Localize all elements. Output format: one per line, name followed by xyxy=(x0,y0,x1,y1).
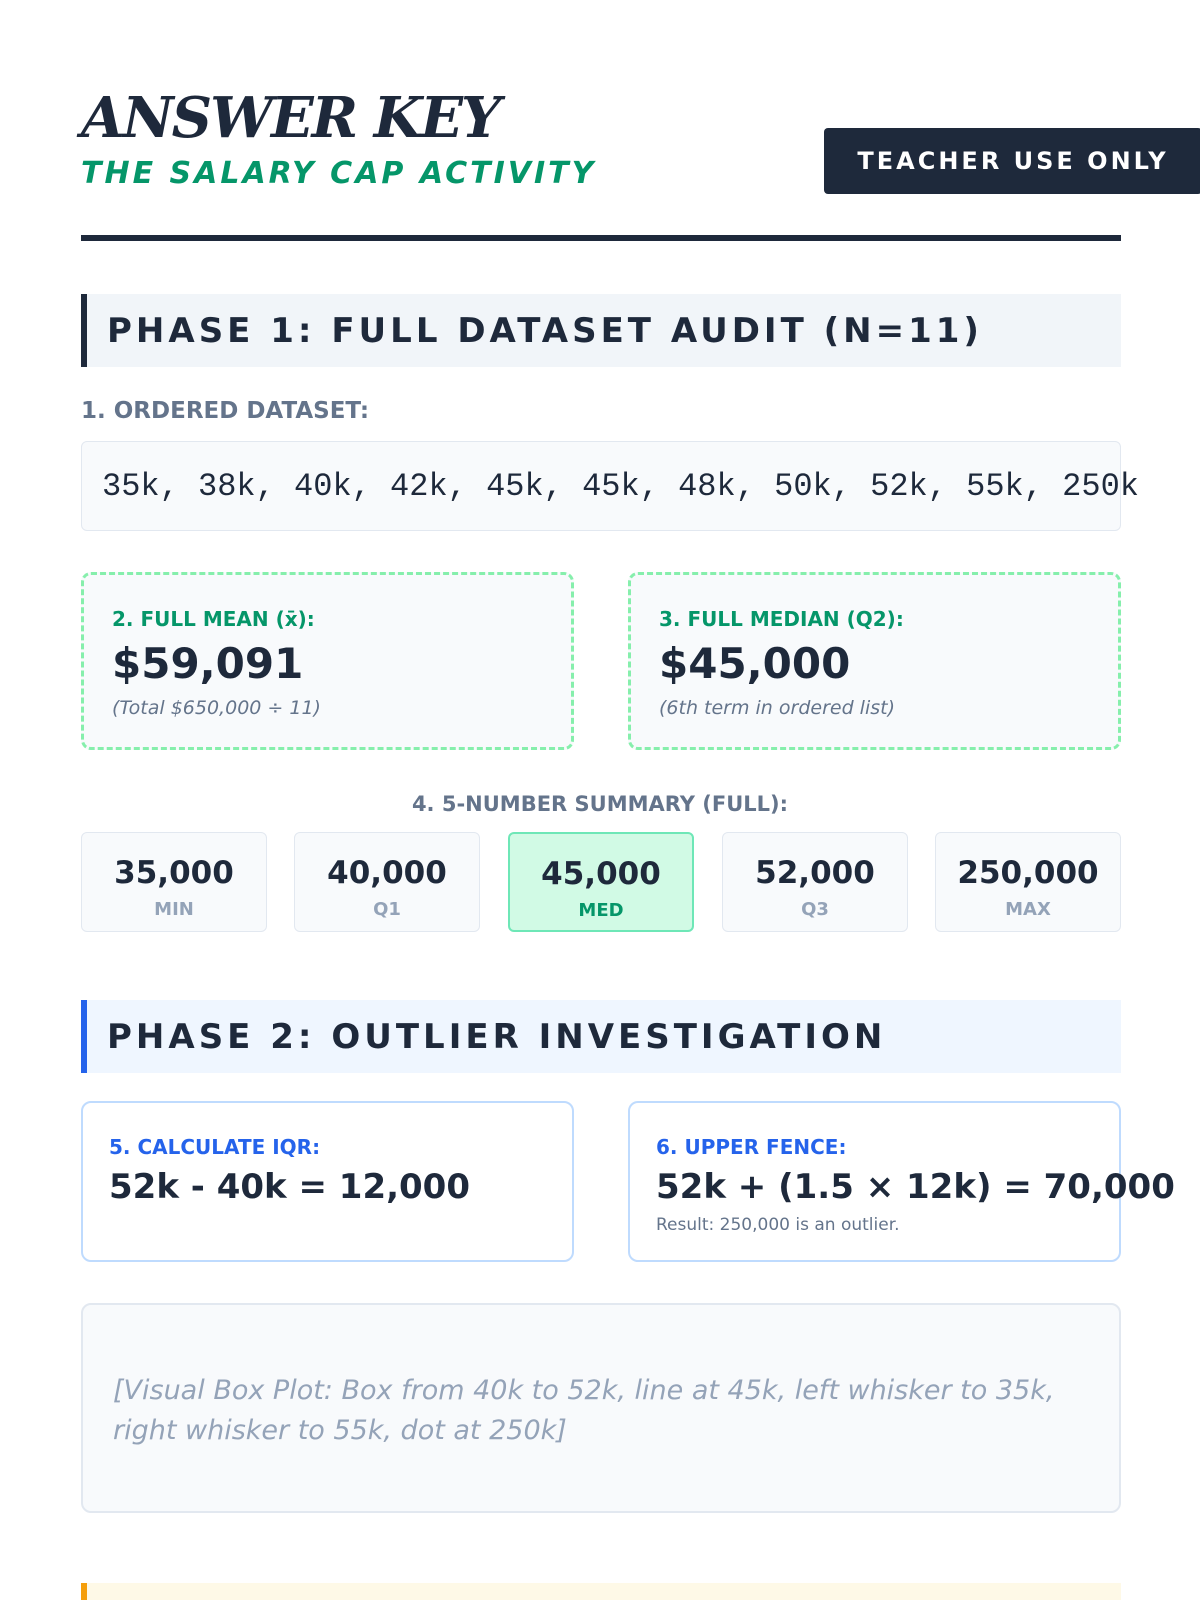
full-median-value: $45,000 xyxy=(659,639,851,688)
summary-median: 45,000 MED xyxy=(508,832,694,932)
upper-fence-result: Result: 250,000 is an outlier. xyxy=(656,1215,900,1235)
ordered-dataset-label: 1. ORDERED DATASET: xyxy=(81,398,370,424)
teacher-use-badge: TEACHER USE ONLY xyxy=(824,128,1200,194)
iqr-card: 5. CALCULATE IQR: 52k - 40k = 12,000 xyxy=(81,1101,574,1262)
summary-max-label: MAX xyxy=(1005,899,1051,920)
full-mean-note: (Total $650,000 ÷ 11) xyxy=(112,697,321,719)
summary-q1-label: Q1 xyxy=(373,899,401,920)
page-subtitle: THE SALARY CAP ACTIVITY xyxy=(81,156,597,191)
summary-q3-label: Q3 xyxy=(801,899,829,920)
ordered-dataset: 35k, 38k, 40k, 42k, 45k, 45k, 48k, 50k, … xyxy=(81,441,1139,531)
full-median-card: 3. FULL MEDIAN (Q2): $45,000 (6th term i… xyxy=(628,572,1121,750)
full-mean-label: 2. FULL MEAN (x̄): xyxy=(112,607,315,631)
summary-min-label: MIN xyxy=(154,899,194,920)
summary-q3-value: 52,000 xyxy=(755,855,875,891)
summary-max: 250,000 MAX xyxy=(935,832,1121,932)
summary-max-value: 250,000 xyxy=(957,855,1099,891)
full-median-label: 3. FULL MEDIAN (Q2): xyxy=(659,607,904,631)
summary-q1-value: 40,000 xyxy=(327,855,447,891)
summary-median-value: 45,000 xyxy=(541,856,661,892)
upper-fence-value: 52k + (1.5 × 12k) = 70,000 xyxy=(656,1167,1175,1207)
summary-median-label: MED xyxy=(578,900,624,921)
phase2-heading: PHASE 2: OUTLIER INVESTIGATION xyxy=(81,1000,1121,1073)
upper-fence-card: 6. UPPER FENCE: 52k + (1.5 × 12k) = 70,0… xyxy=(628,1101,1175,1262)
full-median-note: (6th term in ordered list) xyxy=(659,697,895,719)
five-number-summary-label: 4. 5-NUMBER SUMMARY (FULL): xyxy=(411,792,789,816)
box-plot-placeholder: [Visual Box Plot: Box from 40k to 52k, l… xyxy=(81,1303,1121,1513)
phase3-heading-partial xyxy=(81,1583,1121,1600)
full-mean-value: $59,091 xyxy=(112,639,304,688)
phase1-heading: PHASE 1: FULL DATASET AUDIT (N=11) xyxy=(81,294,1121,367)
header-divider xyxy=(81,235,1121,241)
iqr-label: 5. CALCULATE IQR: xyxy=(109,1135,321,1159)
upper-fence-label: 6. UPPER FENCE: xyxy=(656,1135,847,1159)
summary-min-value: 35,000 xyxy=(114,855,234,891)
summary-q1: 40,000 Q1 xyxy=(294,832,480,932)
full-mean-card: 2. FULL MEAN (x̄): $59,091 (Total $650,0… xyxy=(81,572,574,750)
summary-q3: 52,000 Q3 xyxy=(722,832,908,932)
page-header: ANSWER KEY THE SALARY CAP ACTIVITY TEACH… xyxy=(81,85,1200,194)
page-title: ANSWER KEY xyxy=(81,85,501,151)
iqr-value: 52k - 40k = 12,000 xyxy=(109,1167,471,1207)
summary-min: 35,000 MIN xyxy=(81,832,267,932)
box-plot-description: [Visual Box Plot: Box from 40k to 52k, l… xyxy=(113,1375,1055,1446)
